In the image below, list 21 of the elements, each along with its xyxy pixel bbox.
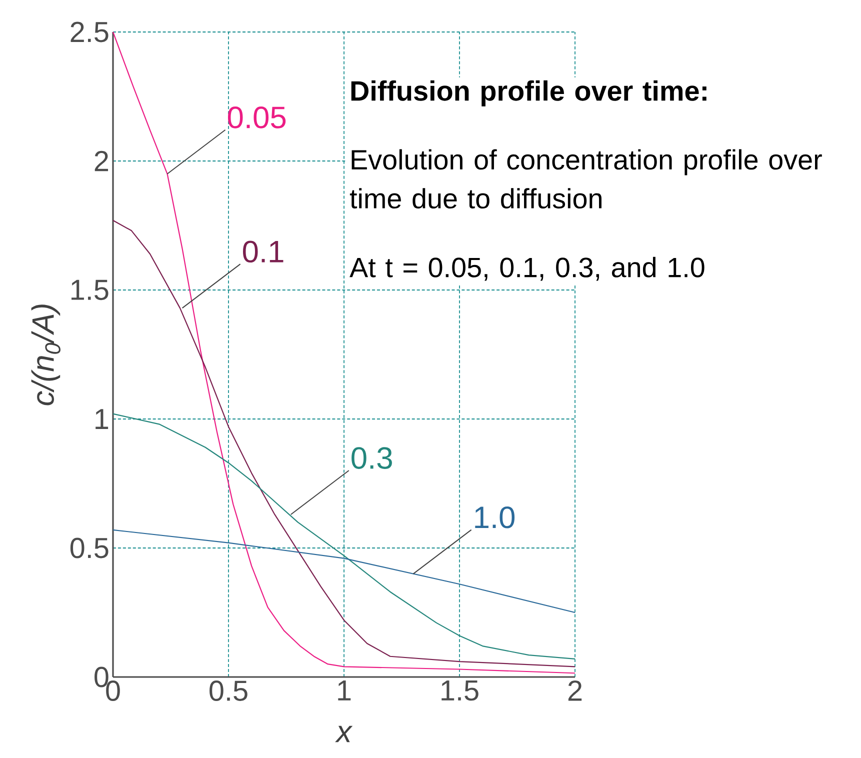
x-tick-label: 2 [568, 680, 582, 701]
line-series [112, 529, 576, 614]
y-tick-label: 2.5 [70, 22, 108, 42]
text: Diffusion profile over time: [351, 80, 706, 106]
annotation: 1.0 [475, 506, 515, 528]
x-tick-label: 1.5 [442, 680, 478, 701]
annotation: 0.3 [352, 447, 392, 469]
line-series [112, 413, 576, 660]
annotation: Evolution of concentration profile over time due to diffusion [350, 149, 822, 209]
y-tick-label: 1 [96, 409, 108, 429]
annotation: At t = 0.05, 0.1, 0.3, and 1.0 [350, 256, 704, 281]
y-tick-label: 0 [94, 666, 108, 688]
annotation: 0.1 [243, 240, 284, 263]
y-tick-label: 1.5 [72, 280, 108, 300]
y-tick-label: 0.5 [70, 538, 108, 558]
annotation: 0.05 [228, 106, 286, 128]
y-tick-label: 2 [94, 150, 108, 172]
x-axis-title: x [335, 726, 353, 742]
y-axis-title: c/(n$_{0}$/A) [31, 304, 60, 406]
x-tick-label: 1 [338, 680, 351, 700]
x-tick-label: 0.5 [210, 680, 248, 701]
